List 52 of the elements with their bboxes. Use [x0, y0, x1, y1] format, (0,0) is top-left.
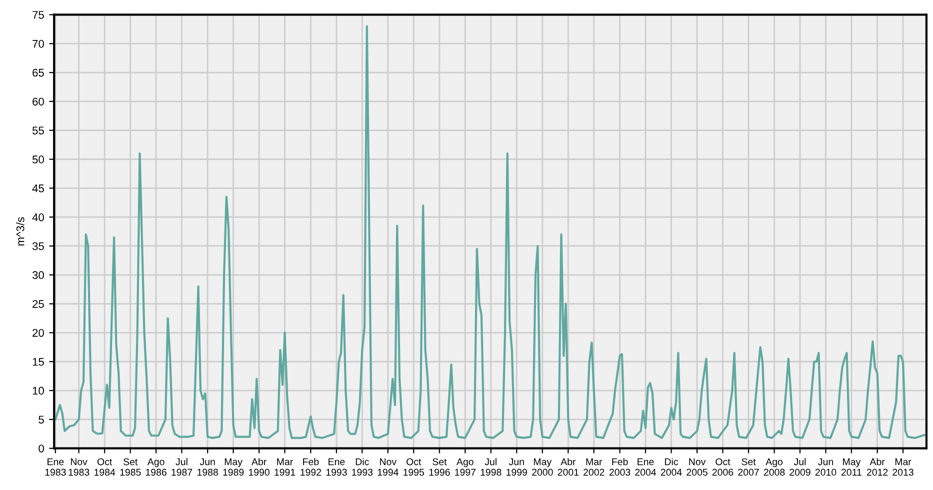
y-tick-label: 55	[32, 126, 44, 134]
x-tick-label: Mar 2002	[584, 458, 604, 476]
y-axis-title: m^3/s	[16, 217, 24, 246]
y-tick-label: 20	[32, 328, 44, 337]
x-tick-label: Abr 2001	[558, 458, 579, 476]
x-tick-label: Ene 1983	[45, 458, 66, 476]
x-tick-label: Mar 1991	[274, 458, 296, 476]
x-tick-label: Jul 1998	[480, 458, 502, 476]
x-tick-label: May 2000	[532, 458, 553, 476]
x-tick-label: Jul 1987	[172, 458, 192, 476]
x-tick-label: Ene 2004	[635, 458, 656, 476]
x-tick-label: Oct 2006	[712, 458, 734, 476]
y-tick-label: 40	[32, 213, 44, 222]
x-tick-label: Set 1996	[429, 458, 450, 476]
x-tick-label: Jun 1999	[506, 458, 527, 476]
y-tick-label: 65	[32, 68, 44, 77]
x-tick-label: Ene 1993	[326, 458, 347, 476]
x-tick-label: Mar 2013	[892, 458, 914, 476]
x-tick-label: Ago 2008	[764, 458, 785, 476]
y-tick-label: 0	[38, 444, 44, 452]
y-tick-label: 75	[32, 11, 44, 19]
x-tick-label: Dic 1993	[352, 458, 373, 476]
x-tick-label: Oct 1995	[404, 458, 424, 476]
x-tick-label: Feb 1992	[300, 458, 322, 476]
y-tick-label: 25	[32, 300, 44, 308]
x-tick-label: Dic 2004	[660, 458, 682, 476]
y-tick-label: 5	[38, 416, 44, 424]
x-tick-label: Jul 2009	[790, 458, 810, 476]
x-tick-label: Ago 1986	[146, 458, 166, 476]
x-tick-label: May 1989	[223, 458, 244, 476]
y-tick-label: 60	[32, 98, 44, 106]
x-tick-label: Oct 1984	[94, 458, 116, 476]
y-tick-label: 45	[32, 184, 44, 192]
x-tick-label: Jun 1988	[198, 458, 218, 476]
y-tick-label: 15	[32, 358, 44, 366]
y-tick-label: 30	[32, 271, 44, 280]
y-tick-label: 10	[32, 386, 44, 395]
x-tick-label: Ago 1997	[455, 458, 476, 476]
x-tick-label: Set 2007	[738, 458, 759, 476]
y-tick-label: 50	[32, 156, 44, 164]
x-tick-label: Jun 2010	[815, 458, 836, 476]
x-tick-label: Abr 1990	[248, 458, 270, 476]
x-tick-label: Feb 2003	[609, 458, 630, 476]
x-tick-label: Abr 2012	[866, 458, 888, 476]
y-tick-label: 70	[32, 40, 44, 48]
x-tick-label: Nov 1983	[68, 458, 90, 476]
x-tick-label: Nov 1994	[378, 458, 398, 476]
x-tick-label: Nov 2005	[686, 458, 708, 476]
x-tick-label: Set 1985	[120, 458, 141, 476]
x-tick-label: May 2011	[841, 458, 862, 476]
line-series	[54, 25, 926, 439]
y-tick-label: 35	[32, 242, 44, 250]
